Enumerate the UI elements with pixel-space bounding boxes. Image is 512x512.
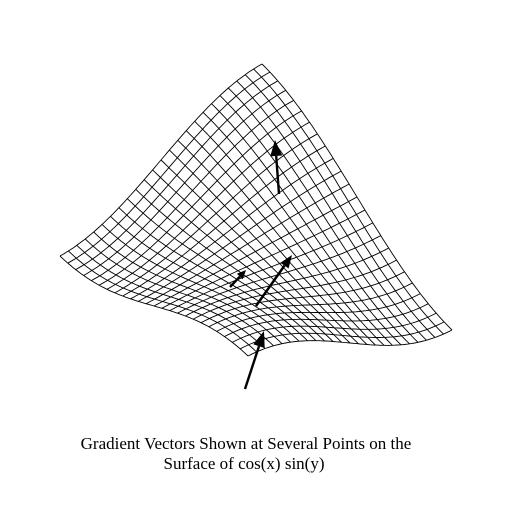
mesh-line-v <box>202 111 393 346</box>
mesh-line-v <box>143 179 334 342</box>
mesh-line-v <box>236 80 427 341</box>
mesh-line-v <box>185 130 376 346</box>
gradient-arrow-bottom-shaft <box>243 345 261 390</box>
mesh-line-v <box>244 74 436 338</box>
gradient-arrow-top-shaft <box>274 155 281 195</box>
gradient-arrow-bottom-head <box>253 331 265 349</box>
mesh-line-v <box>135 188 325 342</box>
mesh-line-v <box>84 238 274 347</box>
mesh-line-v <box>93 231 283 345</box>
mesh-line-v <box>194 120 385 346</box>
mesh-line-v <box>76 244 266 349</box>
gradient-arrow-small-shaft <box>229 275 241 288</box>
caption-line-1: Gradient Vectors Shown at Several Points… <box>80 434 412 453</box>
mesh-line-v <box>219 95 410 345</box>
surface-wireframe-mesh <box>59 63 453 357</box>
gradient-arrow-middle-shaft <box>255 264 286 307</box>
caption-line-2: Surface of cos(x) sin(y) <box>163 454 325 473</box>
mesh-line-v <box>101 224 291 343</box>
gradient-vectors <box>229 140 292 390</box>
gradient-arrow-small-head <box>236 270 246 280</box>
mesh-line-v <box>160 159 351 344</box>
gradient-arrow-middle <box>255 255 292 307</box>
mesh-line-v <box>126 198 317 342</box>
gradient-arrow-top-head <box>270 140 283 157</box>
mesh-line-v <box>211 103 402 346</box>
gradient-arrow-top <box>270 140 283 195</box>
gradient-arrow-small <box>229 270 246 288</box>
mesh-line-v <box>169 149 359 345</box>
mesh-line-v <box>152 169 342 343</box>
gradient-arrow-bottom <box>243 331 265 390</box>
mesh-line-v <box>59 255 249 357</box>
mesh-line-v <box>227 87 419 343</box>
mesh-line-v <box>177 139 368 345</box>
mesh-line-v <box>261 63 453 331</box>
mesh-line-v <box>110 215 300 342</box>
mesh-line-v <box>118 207 308 342</box>
gradient-arrow-middle-head <box>280 255 292 269</box>
mesh-line-v <box>68 250 257 353</box>
mesh-line-v <box>253 68 444 335</box>
